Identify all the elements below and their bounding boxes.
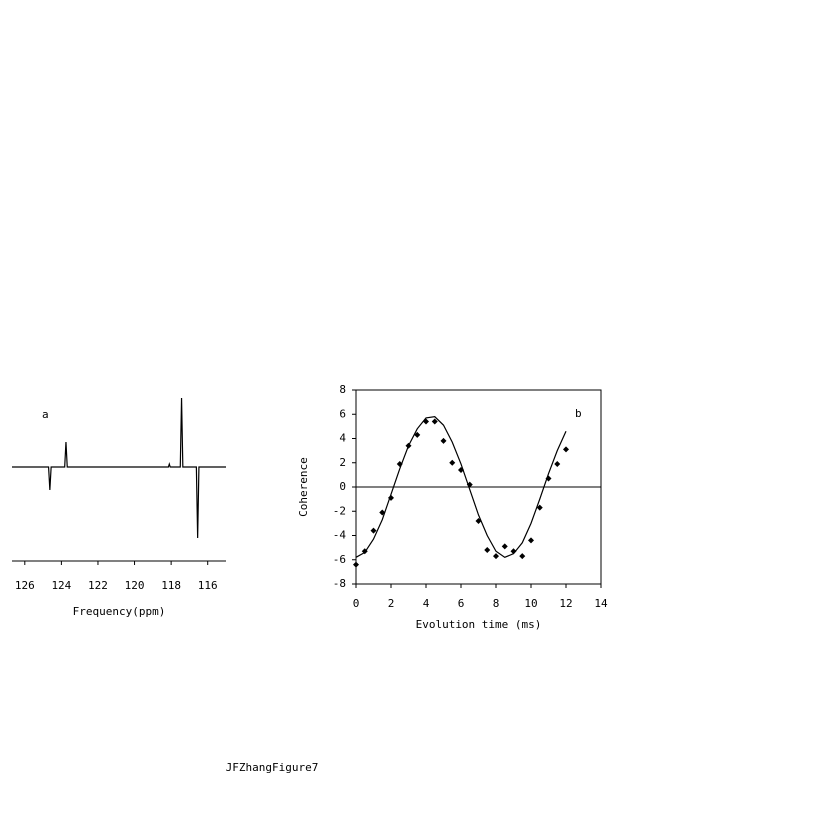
y-tick-label: -8 <box>333 577 346 590</box>
data-point <box>353 561 359 568</box>
x-tick-label: 10 <box>524 597 537 610</box>
data-point <box>414 431 421 438</box>
data-point <box>449 459 456 466</box>
x-tick-label: 0 <box>353 597 360 610</box>
data-point <box>440 437 447 444</box>
x-axis-label: Frequency(ppm) <box>73 605 166 618</box>
x-tick-label: 118 <box>161 579 181 592</box>
y-tick-label: -6 <box>333 553 346 566</box>
y-tick-label: 0 <box>339 480 346 493</box>
data-point <box>431 418 438 425</box>
y-tick-label: 2 <box>339 456 346 469</box>
y-tick-label: 4 <box>339 432 346 445</box>
panel-label: a <box>42 408 49 421</box>
y-axis-label: Coherence <box>297 457 310 517</box>
caption: JFZhangFigure7 <box>226 761 319 774</box>
data-point <box>519 553 526 560</box>
data-point <box>563 446 569 453</box>
data-point <box>554 460 561 467</box>
x-tick-label: 120 <box>125 579 145 592</box>
data-point <box>493 553 499 560</box>
data-point <box>423 418 429 425</box>
data-point <box>484 547 491 554</box>
fit-curve <box>355 416 567 559</box>
x-tick-label: 8 <box>493 597 500 610</box>
y-tick-label: -4 <box>333 529 347 542</box>
spectrum-line <box>12 397 226 539</box>
x-tick-label: 2 <box>388 597 395 610</box>
data-point <box>528 537 534 544</box>
x-axis-label: Evolution time (ms) <box>416 618 542 631</box>
data-point <box>501 543 508 550</box>
data-point <box>370 527 377 534</box>
x-tick-label: 116 <box>198 579 218 592</box>
x-tick-label: 122 <box>88 579 108 592</box>
x-tick-label: 126 <box>15 579 35 592</box>
x-tick-label: 12 <box>559 597 572 610</box>
x-tick-label: 6 <box>458 597 465 610</box>
x-tick-label: 124 <box>51 579 71 592</box>
data-point <box>536 504 543 511</box>
y-tick-label: 8 <box>339 383 346 396</box>
x-tick-label: 14 <box>594 597 608 610</box>
y-tick-label: 6 <box>339 407 346 420</box>
y-tick-label: -2 <box>333 504 346 517</box>
panel-label: b <box>575 407 582 420</box>
x-tick-label: 4 <box>423 597 430 610</box>
